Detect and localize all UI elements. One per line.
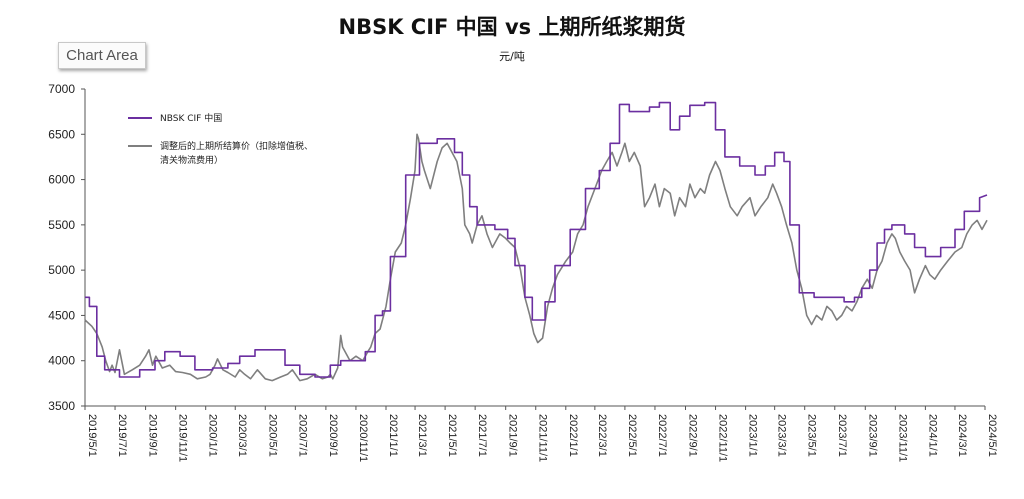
- x-tick-label: 2020/5/1: [266, 414, 278, 457]
- x-tick-label: 2021/9/1: [507, 414, 519, 457]
- x-tick-label: 2023/5/1: [806, 414, 818, 457]
- x-tick-label: 2019/5/1: [86, 414, 98, 457]
- x-tick-label: 2019/7/1: [116, 414, 128, 457]
- x-tick-label: 2020/7/1: [296, 414, 308, 457]
- x-tick-label: 2023/1/1: [747, 414, 759, 457]
- x-tick-label: 2019/11/1: [177, 414, 189, 462]
- x-tick-label: 2020/1/1: [207, 414, 219, 457]
- y-tick-label: 6000: [48, 173, 75, 187]
- x-tick-label: 2023/9/1: [866, 414, 878, 457]
- x-tick-label: 2022/11/1: [717, 414, 729, 462]
- x-tick-label: 2021/1/1: [387, 414, 399, 457]
- x-tick-label: 2021/3/1: [416, 414, 428, 457]
- x-tick-label: 2022/1/1: [567, 414, 579, 457]
- series-layer: [84, 101, 988, 382]
- y-tick-label: 3500: [48, 399, 75, 413]
- y-tick-label: 5500: [48, 218, 75, 232]
- x-tick-label: 2021/7/1: [476, 414, 488, 457]
- x-tick-label: 2022/7/1: [656, 414, 668, 457]
- y-tick-label: 6500: [48, 127, 75, 141]
- x-tick-label: 2020/11/1: [357, 414, 369, 462]
- legend-label-shfe-line1: 调整后的上期所结算价（扣除增值税、: [160, 140, 313, 152]
- chart-subtitle: 元/吨: [499, 50, 525, 63]
- x-tick-label: 2022/3/1: [596, 414, 608, 457]
- series-line-nbsk: [85, 101, 988, 378]
- chart-title: NBSK CIF 中国 vs 上期所纸浆期货: [339, 15, 686, 39]
- y-tick-label: 4500: [48, 308, 75, 322]
- x-tick-label: 2023/7/1: [836, 414, 848, 457]
- x-tick-label: 2024/5/1: [986, 414, 998, 457]
- y-tick-label: 5000: [48, 263, 75, 277]
- x-tick-label: 2024/1/1: [926, 414, 938, 457]
- y-tick-label: 7000: [48, 82, 75, 96]
- legend-label-shfe: 调整后的上期所结算价（扣除增值税、清关物流费用）: [160, 140, 313, 166]
- x-tick-label: 2022/9/1: [686, 414, 698, 457]
- x-tick-label: 2022/5/1: [626, 414, 638, 457]
- x-tick-label: 2020/9/1: [327, 414, 339, 457]
- x-tick-label: 2021/5/1: [446, 414, 458, 457]
- legend: NBSK CIF 中国 调整后的上期所结算价（扣除增值税、清关物流费用）: [128, 112, 313, 166]
- legend-label-shfe-line2: 清关物流费用）: [160, 154, 223, 166]
- x-tick-label: 2023/3/1: [776, 414, 788, 457]
- x-tick-label: 2019/9/1: [147, 414, 159, 457]
- y-tick-label: 4000: [48, 354, 75, 368]
- series-line-shfe: [84, 133, 988, 382]
- axes: 3500 4000 4500 5000 5500 6000 6500 7000 2019/5/1…: [48, 82, 998, 462]
- x-tick-label: 2023/11/1: [896, 414, 908, 462]
- x-tick-label: 2024/3/1: [956, 414, 968, 457]
- chart-area-tooltip: Chart Area: [58, 42, 146, 69]
- x-tick-label: 2020/3/1: [236, 414, 248, 457]
- x-tick-label: 2021/11/1: [537, 414, 549, 462]
- legend-label-nbsk: NBSK CIF 中国: [160, 112, 222, 124]
